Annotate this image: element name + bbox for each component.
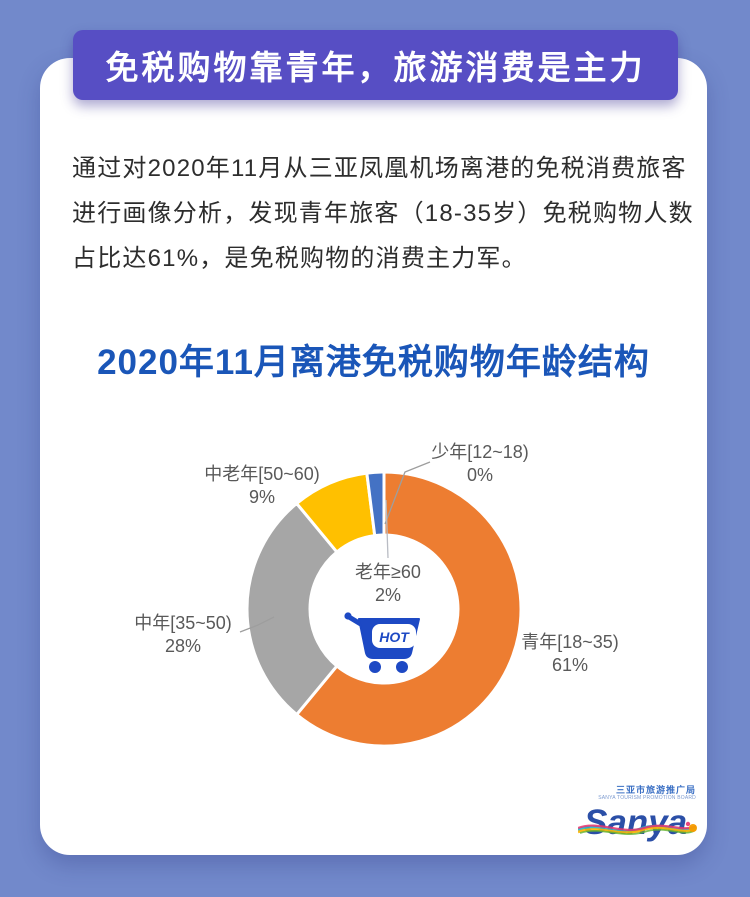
logo-wordmark-wrap: Sanya xyxy=(578,801,700,847)
cart-hot-panel xyxy=(372,624,416,648)
slice-name: 老年≥60 xyxy=(355,562,421,582)
logo-wordmark: Sanya xyxy=(584,803,688,842)
slice-name: 青年[18~35) xyxy=(521,632,619,652)
slice-label-laonian: 老年≥60 2% xyxy=(318,561,458,607)
slice-label-zhongnian: 中年[35~50) 28% xyxy=(103,612,263,658)
slice-pct: 28% xyxy=(164,636,202,656)
slice-pct: 9% xyxy=(248,487,275,507)
banner-title: 免税购物靠青年，旅游消费是主力 xyxy=(105,49,646,86)
logo-ribbon-icon xyxy=(578,821,697,836)
logo-org-cn: 三亚市旅游推广局 xyxy=(615,785,696,795)
sanya-logo: 三亚市旅游推广局 SANYA TOURISM PROMOTION BOARD S… xyxy=(578,785,700,849)
leader-line-laonian xyxy=(385,499,389,559)
cart-wheel-right xyxy=(396,661,408,673)
slice-name: 中老年[50~60) xyxy=(204,464,320,484)
slice-label-qingnian: 青年[18~35) 61% xyxy=(490,631,650,677)
leader-line-shaonian xyxy=(384,461,431,525)
slice-label-zhonglaonian: 中老年[50~60) 9% xyxy=(182,463,342,509)
slice-label-shaonian: 少年[12~18) 0% xyxy=(410,441,550,487)
cart-hot-label: HOT xyxy=(379,629,410,645)
donut-segments-group xyxy=(245,470,523,748)
slice-name: 中年[35~50) xyxy=(134,613,232,633)
shopping-cart-icon: HOT xyxy=(344,612,420,673)
slice-pct: 0% xyxy=(466,465,493,485)
donut-segment-4 xyxy=(365,470,386,538)
header-banner: 免税购物靠青年，旅游消费是主力 xyxy=(73,30,678,100)
cart-wheel-left xyxy=(369,661,381,673)
slice-pct: 61% xyxy=(551,655,589,675)
donut-segment-2 xyxy=(245,501,339,717)
chart-title: 2020年11月离港免税购物年龄结构 xyxy=(97,343,650,382)
donut-chart-svg xyxy=(239,461,523,748)
logo-org-en: SANYA TOURISM PROMOTION BOARD xyxy=(598,795,696,801)
intro-paragraph: 通过对2020年11月从三亚凤凰机场离港的免税消费旅客进行画像分析，发现青年旅客… xyxy=(72,155,694,272)
donut-segment-1 xyxy=(295,470,523,748)
logo-org-block: 三亚市旅游推广局 SANYA TOURISM PROMOTION BOARD xyxy=(578,785,700,801)
slice-name: 少年[12~18) xyxy=(431,442,529,462)
slice-pct: 2% xyxy=(374,585,401,605)
leader-line-zhongnian xyxy=(239,616,275,633)
